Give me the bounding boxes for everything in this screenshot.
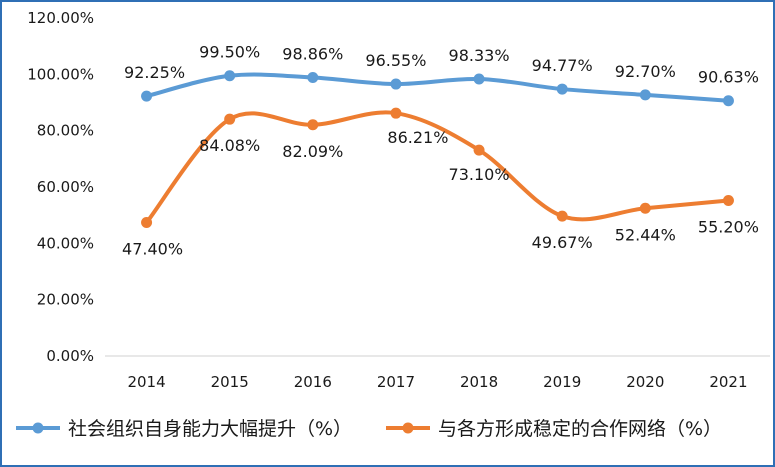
legend-marker-2 [402, 422, 414, 434]
series-1-point [722, 95, 734, 107]
series-1-data-label: 98.33% [449, 46, 510, 65]
x-tick-label: 2017 [377, 373, 415, 391]
data-label-layer: 92.25% 99.50% 98.86% 96.55% 98.33% 94.77% 92.7… [122, 43, 759, 259]
series-1-point [224, 70, 236, 82]
series-1-point [639, 89, 651, 101]
y-tick-label: 60.00% [37, 178, 94, 196]
y-tick-label: 0.00% [46, 347, 94, 365]
series-2-data-label: 55.20% [698, 218, 759, 237]
series-2-data-label: 73.10% [449, 165, 510, 184]
y-tick-label: 80.00% [37, 122, 94, 140]
series-2-point [639, 202, 651, 214]
series-2-point [224, 113, 236, 125]
series-2-point [722, 195, 734, 207]
series-1-data-label: 94.77% [532, 56, 593, 75]
series-1-point [390, 78, 402, 90]
series-1-data-label: 96.55% [365, 51, 426, 70]
x-tick-label: 2019 [543, 373, 581, 391]
series-2-data-label: 52.44% [615, 225, 676, 244]
x-tick-label: 2015 [211, 373, 249, 391]
series-2-data-label: 86.21% [387, 128, 448, 147]
series-1-point [556, 83, 568, 95]
series-1-data-label: 92.25% [124, 63, 185, 82]
legend-label-1: 社会组织自身能力大幅提升（%） [68, 418, 352, 440]
series-2-data-label: 47.40% [122, 239, 183, 258]
series-line-1 [144, 72, 731, 103]
y-tick-label: 100.00% [27, 65, 94, 83]
series-2-point [473, 144, 485, 156]
series-2-data-label: 82.09% [282, 142, 343, 161]
x-tick-label: 2021 [709, 373, 747, 391]
series-2-point [556, 210, 568, 222]
x-tick-label: 2014 [127, 373, 165, 391]
series-layer [141, 70, 734, 228]
series-2-point [141, 216, 153, 228]
x-tick-label: 2020 [626, 373, 664, 391]
legend-marker-1 [32, 422, 44, 434]
y-tick-label: 20.00% [37, 291, 94, 309]
series-1-point [141, 90, 153, 102]
legend-label-2: 与各方形成稳定的合作网络（%） [438, 418, 722, 440]
x-tick-label: 2018 [460, 373, 498, 391]
series-2-data-label: 49.67% [532, 233, 593, 252]
x-tick-label: 2016 [294, 373, 332, 391]
series-1-data-label: 92.70% [615, 62, 676, 81]
legend: 社会组织自身能力大幅提升（%） 与各方形成稳定的合作网络（%） [16, 418, 722, 440]
y-tick-label: 120.00% [27, 9, 94, 27]
series-1-data-label: 90.63% [698, 68, 759, 87]
series-1-data-label: 98.86% [282, 45, 343, 64]
series-1-point [307, 72, 319, 84]
series-1-point [473, 73, 485, 85]
series-2-point [307, 119, 319, 131]
axis-layer: 0.00% 20.00% 40.00% 60.00% 80.00% 100.00% 120.… [27, 9, 770, 391]
y-tick-label: 40.00% [37, 234, 94, 252]
series-2-point [390, 107, 402, 119]
series-2-data-label: 84.08% [199, 136, 260, 155]
series-1-data-label: 99.50% [199, 43, 260, 62]
